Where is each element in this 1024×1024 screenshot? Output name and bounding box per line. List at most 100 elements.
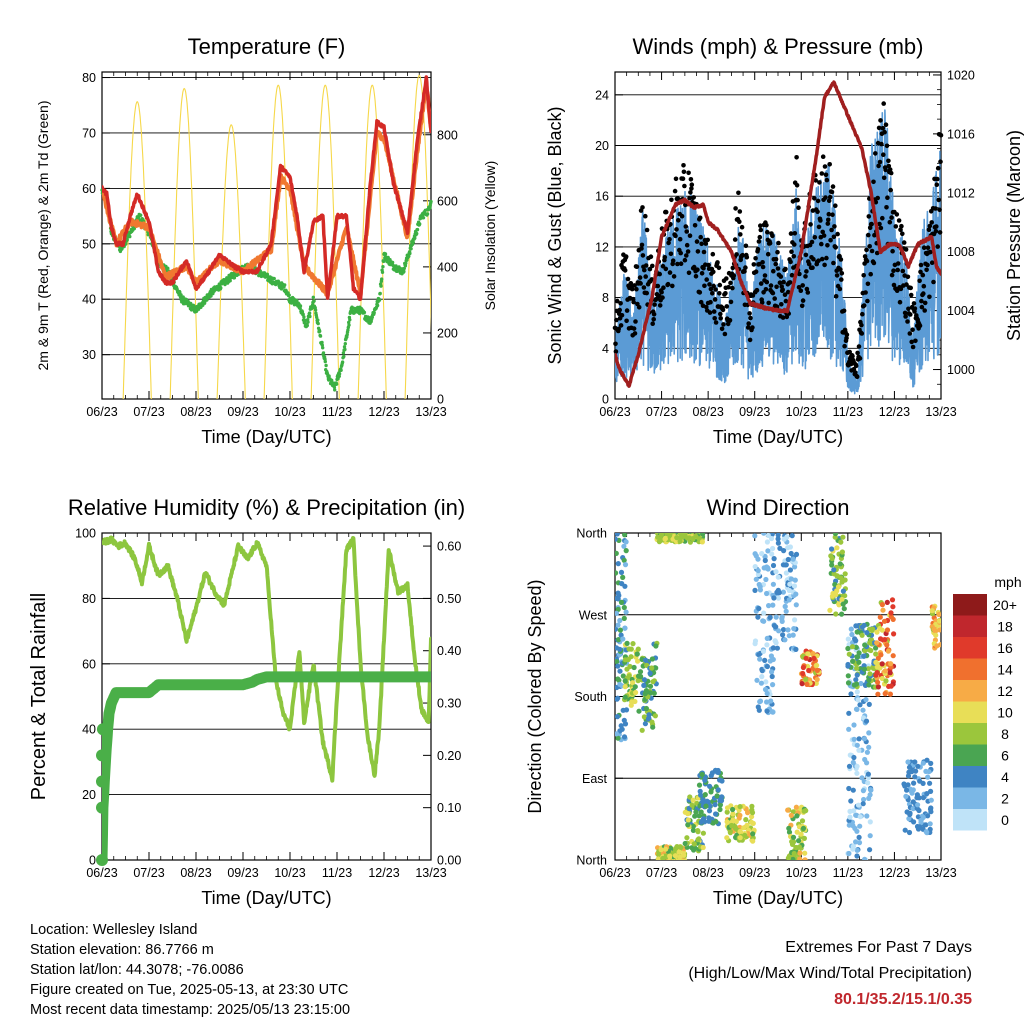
gust-point [771,268,776,274]
gust-point [787,280,793,285]
colorbar-swatch [953,637,987,659]
gust-point [847,349,852,355]
dewpoint-point [341,351,346,355]
wind-direction-point [770,602,776,608]
winds-ytick-label: 20 [595,139,609,153]
wind-direction-point [855,802,862,808]
gust-point [936,197,941,203]
gust-point [938,159,943,164]
wind-direction-point [616,637,622,643]
wind-direction-point [617,646,623,652]
humidity-ylabel: Percent & Total Rainfall [28,593,50,801]
gust-point [751,262,757,267]
wind-direction-point [797,850,803,856]
dewpoint-point [339,368,343,372]
gust-point [795,197,800,203]
wind-direction-point [724,835,730,841]
wind-direction-point [757,699,763,705]
dewpoint-point [219,286,223,290]
dewpoint-point [315,315,319,320]
wind-direction-point [752,587,758,594]
wind-direction-point [928,805,934,811]
wind-direction-point [788,812,794,819]
gust-point [730,265,736,271]
winddir-xtick-label: 06/23 [599,866,630,880]
gust-point [867,225,873,231]
temperature-ytick-label: 30 [82,348,96,362]
gust-point [710,291,715,296]
wind-direction-point [852,636,858,642]
station-pressure-line [615,80,941,388]
gust-point [655,283,661,289]
wind-direction-point [737,804,743,810]
wind-direction-point [867,819,873,825]
gust-point [864,247,869,253]
wind-direction-point [928,760,934,767]
gust-point [804,269,809,274]
wind-direction-point [781,536,787,542]
colorbar-label: 4 [1001,769,1009,785]
gust-point [803,252,809,258]
wind-direction-point [788,576,795,582]
latest-timestamp-text: Most recent data timestamp: 2025/05/13 2… [30,1002,351,1018]
dewpoint-point [316,321,320,326]
wind-direction-point [762,686,769,693]
wind-direction-point [865,771,872,777]
wind-direction-point [849,631,855,638]
wind-direction-point [772,638,779,645]
gust-point [728,299,734,305]
gust-point [804,286,810,292]
gust-point [931,279,936,285]
gust-point [742,269,747,274]
wind-direction-point [933,632,939,638]
gust-point [898,227,903,233]
gust-point [921,291,926,296]
gust-point [878,225,884,231]
wind-direction-point [796,838,802,844]
station-info: Location: Wellesley Island Station eleva… [30,920,350,1020]
wind-direction-point [750,838,756,844]
humidity-ytick-right-label: 0.50 [437,592,461,606]
gust-point [669,197,674,203]
wind-direction-point [856,747,862,753]
wind-direction-point [874,640,880,646]
wind-direction-point [695,828,701,834]
wind-direction-point [615,696,620,702]
gust-point [829,227,834,233]
dewpoint-point [380,270,385,274]
wind-direction-point [768,698,774,704]
gust-point [760,260,765,265]
colorbar-swatch [953,787,987,809]
gust-point [678,250,683,256]
temperature-ytick-label: 60 [82,182,96,196]
gust-point [935,176,940,182]
wind-direction-point [879,602,886,608]
gust-point [880,215,885,221]
wind-direction-point [659,533,665,538]
wind-direction-point [883,678,889,684]
gust-point [758,223,763,228]
wind-direction-point [855,697,861,703]
gust-point [772,296,777,301]
winddir-title: Wind Direction [706,495,849,520]
wind-direction-point [618,569,625,576]
wind-direction-point [785,556,791,563]
gust-point [740,252,745,258]
wind-direction-point [924,757,930,763]
wind-direction-point [771,556,777,562]
gust-point [698,299,704,305]
wind-direction-point [854,629,860,635]
wind-direction-point [887,670,893,676]
wind-direction-point [936,611,941,618]
gust-point [797,271,802,277]
gust-point [780,315,786,320]
wind-direction-point [737,835,743,841]
wind-direction-point [920,814,926,821]
winds-ytick-right-label: 1020 [947,68,975,82]
wind-direction-point [700,797,706,803]
gust-point [670,283,675,289]
wind-direction-point [923,822,929,828]
gust-point [775,266,781,271]
gust-point [637,275,643,280]
humidity-xtick-label: 07/23 [133,866,164,880]
